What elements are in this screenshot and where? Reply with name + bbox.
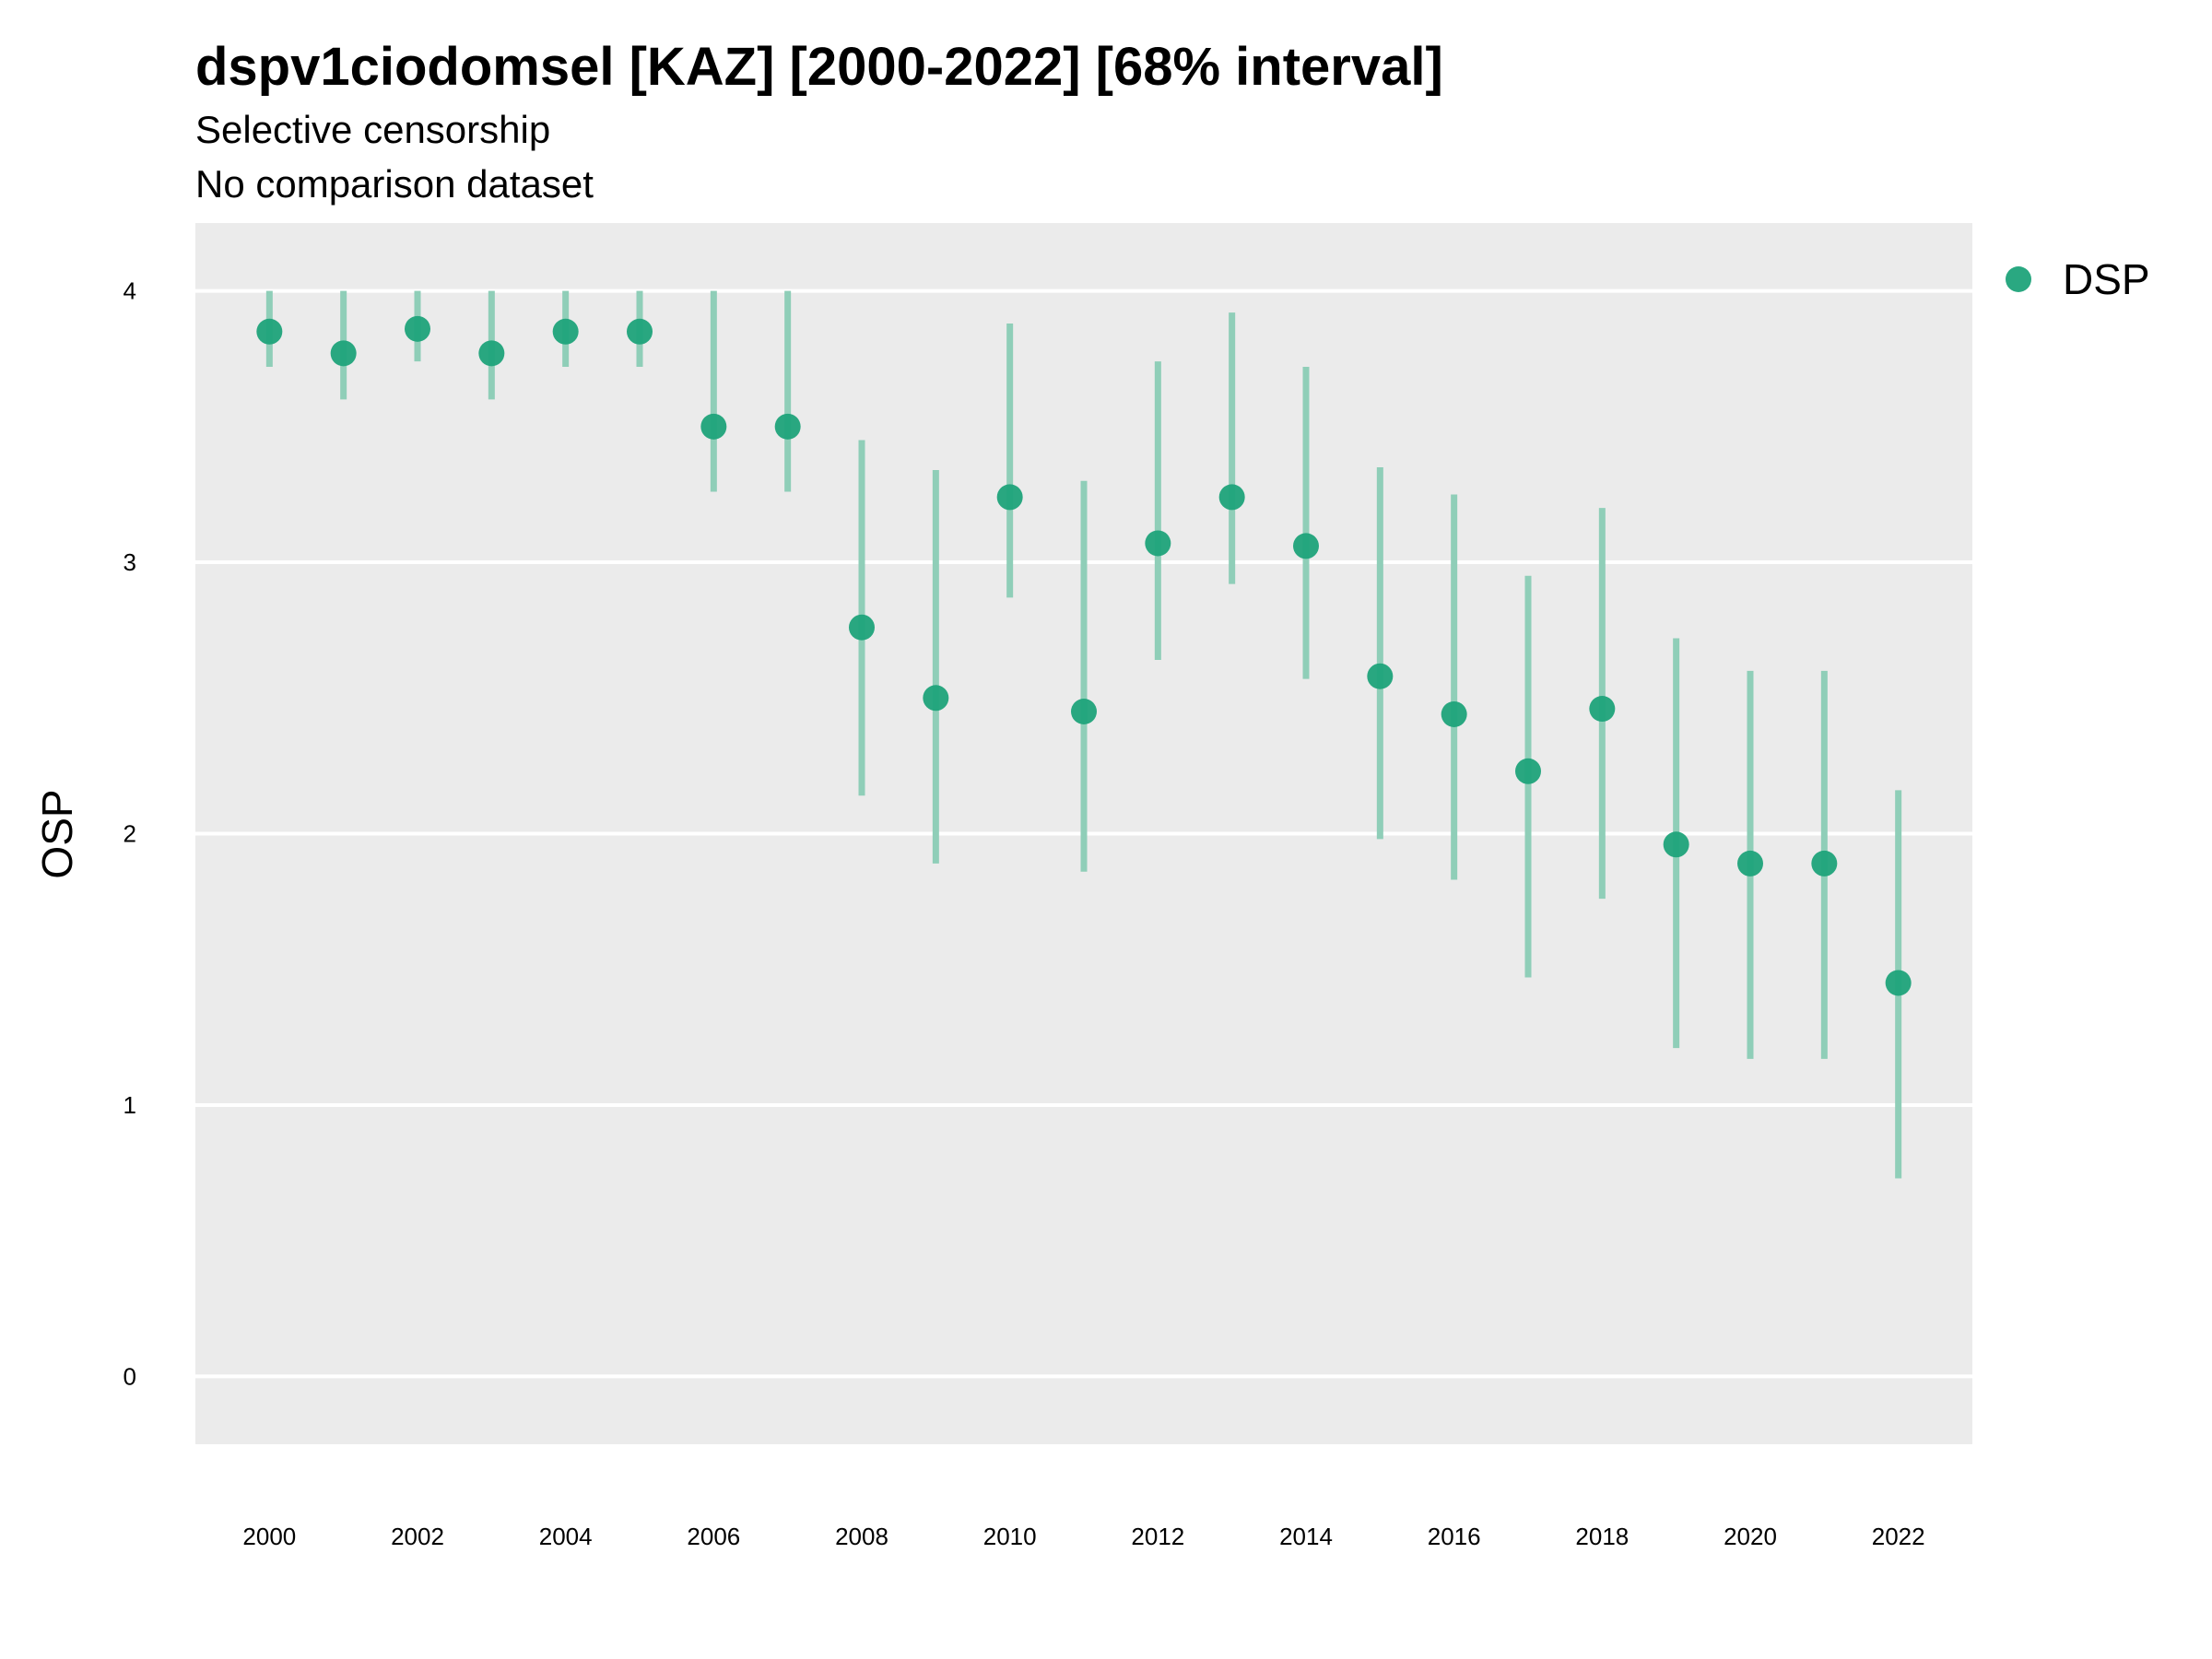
data-point[interactable] [478,340,505,367]
legend-dot-icon [2006,266,2031,292]
data-point[interactable] [330,340,357,367]
x-tick-label: 2022 [1872,1523,1925,1550]
data-point[interactable] [1663,831,1689,858]
x-tick-label: 2010 [983,1523,1037,1550]
data-point[interactable] [1885,970,1912,996]
chart-subtitle: Selective censorship [195,108,550,151]
legend-label: DSP [2063,255,2150,303]
x-tick-label: 2018 [1575,1523,1629,1550]
data-point[interactable] [1737,850,1763,877]
data-point[interactable] [1071,699,1097,724]
x-tick-label: 2000 [242,1523,296,1550]
data-point[interactable] [700,413,727,440]
x-tick-label: 2014 [1279,1523,1333,1550]
y-tick-label: 1 [124,1091,136,1119]
data-point[interactable] [1589,696,1616,723]
data-point[interactable] [627,318,653,345]
data-point[interactable] [1218,484,1245,511]
y-tick-label: 4 [124,277,136,305]
data-point[interactable] [256,318,283,345]
data-point[interactable] [849,614,875,641]
data-point[interactable] [1515,758,1541,784]
x-tick-label: 2012 [1131,1523,1184,1550]
chart-subtitle-2: No comparison dataset [195,162,594,206]
y-tick-label: 2 [124,820,136,848]
y-tick-label: 3 [124,548,136,576]
data-point[interactable] [1441,700,1467,727]
data-point[interactable] [923,685,949,712]
data-point[interactable] [1293,533,1319,559]
data-point[interactable] [1811,850,1838,877]
x-tick-labels: 2000 2002 2004 2006 2008 2010 2012 2014 2016 2018… [242,1523,1924,1550]
data-point[interactable] [552,318,579,345]
y-tick-labels: 0 1 2 3 4 [124,277,136,1391]
x-tick-label: 2004 [539,1523,593,1550]
data-point[interactable] [996,484,1023,511]
data-point[interactable] [774,413,801,440]
y-tick-label: 0 [124,1362,136,1390]
data-point[interactable] [405,315,430,342]
x-tick-label: 2006 [687,1523,740,1550]
legend[interactable]: DSP [2006,255,2150,303]
data-points [256,315,1912,996]
data-point[interactable] [1145,530,1171,557]
x-tick-label: 2008 [835,1523,888,1550]
x-tick-label: 2016 [1428,1523,1481,1550]
data-point[interactable] [1367,663,1394,689]
chart-title: dspv1ciodomsel [KAZ] [2000-2022] [68% in… [195,37,1443,97]
y-axis-title: OSP [33,789,81,878]
x-tick-label: 2002 [391,1523,444,1550]
x-tick-label: 2020 [1724,1523,1777,1550]
